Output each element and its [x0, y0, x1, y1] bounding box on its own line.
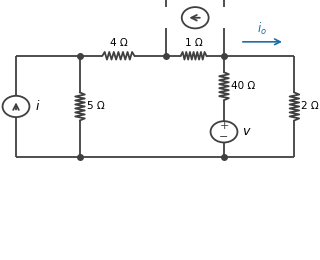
Text: 40 Ω: 40 Ω: [231, 81, 255, 91]
Text: 1 Ω: 1 Ω: [185, 38, 203, 48]
Text: $v$: $v$: [242, 125, 251, 138]
Text: $i$: $i$: [35, 100, 41, 113]
Text: $i_o$: $i_o$: [257, 21, 268, 37]
Text: 4 Ω: 4 Ω: [109, 38, 127, 48]
Text: 2 Ω: 2 Ω: [301, 101, 319, 112]
Text: −: −: [219, 132, 229, 142]
Text: +: +: [219, 121, 229, 132]
Text: 5 Ω: 5 Ω: [87, 101, 105, 112]
